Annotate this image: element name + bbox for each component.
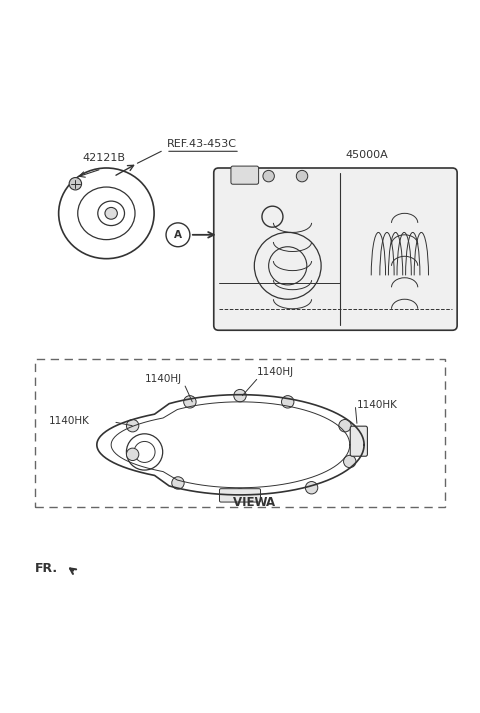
Text: 1140HK: 1140HK (357, 400, 398, 410)
Circle shape (184, 396, 196, 408)
FancyBboxPatch shape (214, 168, 457, 330)
Circle shape (234, 389, 246, 402)
Circle shape (234, 488, 246, 501)
Text: A: A (174, 230, 182, 240)
FancyBboxPatch shape (231, 166, 259, 184)
FancyBboxPatch shape (350, 426, 367, 456)
Circle shape (69, 178, 82, 190)
Circle shape (281, 396, 294, 408)
Circle shape (263, 170, 275, 182)
FancyBboxPatch shape (219, 488, 261, 502)
Text: REF.43-453C: REF.43-453C (167, 139, 237, 149)
Text: 45000A: 45000A (345, 150, 388, 160)
Text: FR.: FR. (35, 563, 58, 575)
Ellipse shape (105, 207, 117, 219)
Text: VIEW: VIEW (233, 496, 272, 509)
Circle shape (234, 170, 246, 182)
Circle shape (172, 477, 184, 489)
Circle shape (126, 448, 139, 461)
Circle shape (344, 456, 356, 468)
Circle shape (126, 419, 139, 432)
Text: 42121B: 42121B (83, 153, 125, 163)
Text: 1140HJ: 1140HJ (144, 374, 182, 384)
Text: 1140HJ: 1140HJ (257, 367, 294, 377)
Circle shape (339, 419, 351, 432)
Text: A: A (266, 496, 276, 509)
Circle shape (305, 481, 318, 494)
Circle shape (296, 170, 308, 182)
Text: 1140HK: 1140HK (49, 416, 90, 426)
